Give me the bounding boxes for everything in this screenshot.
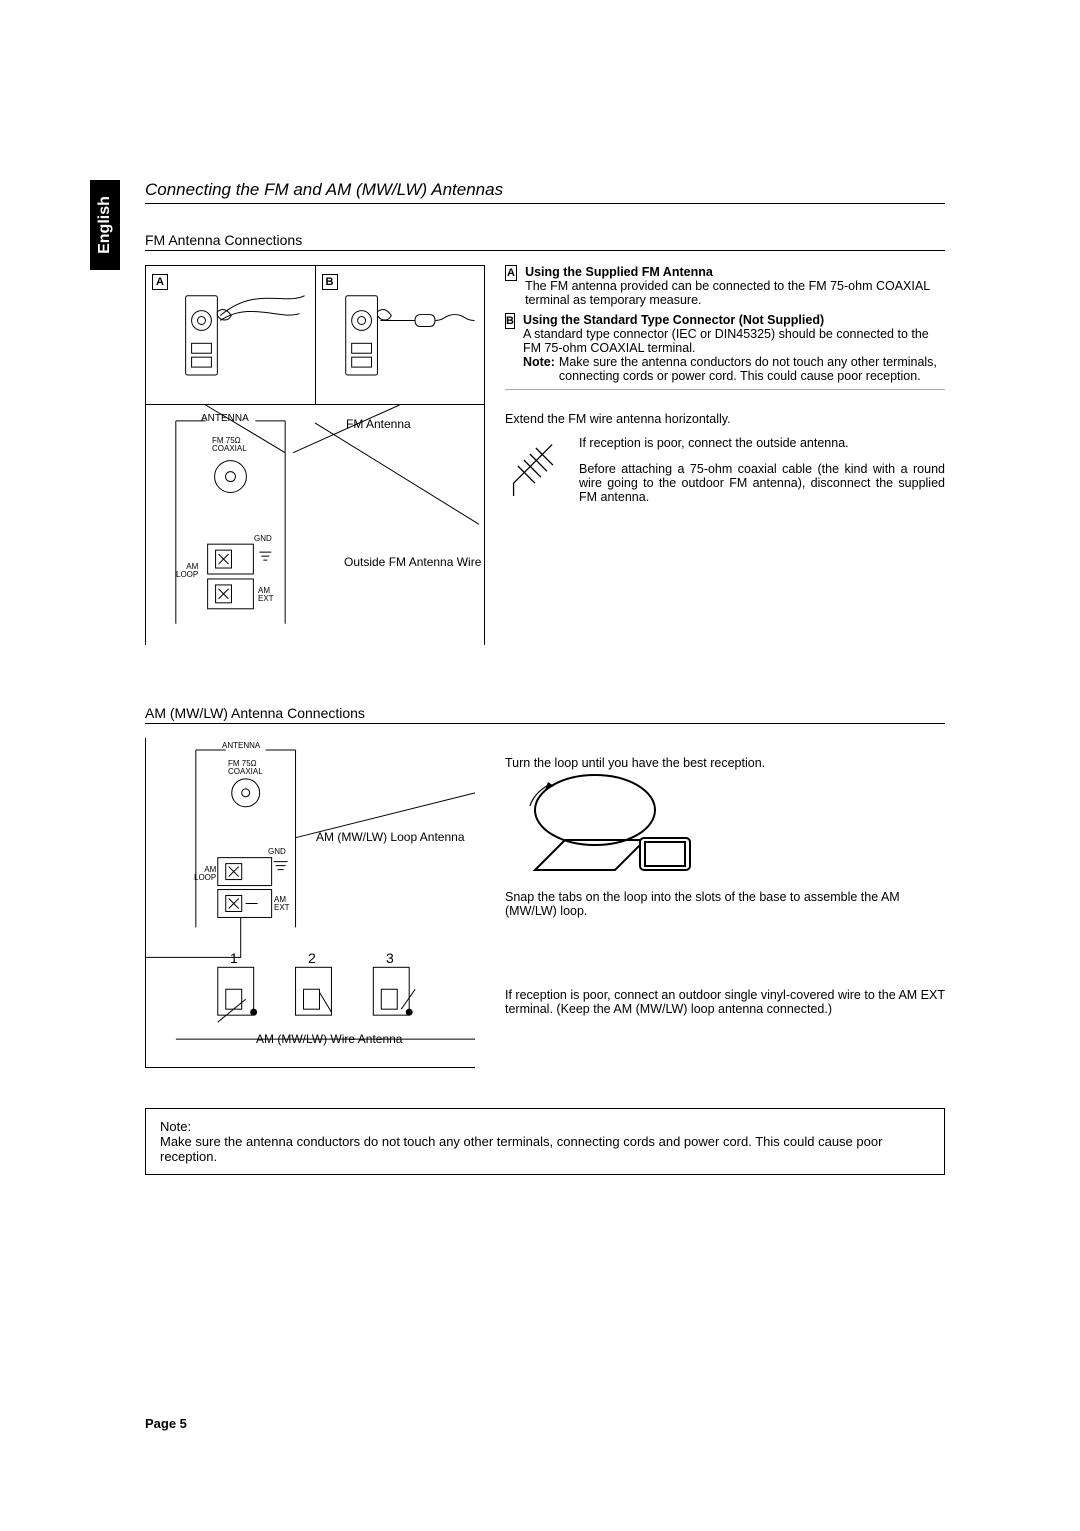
turn-text: Turn the loop until you have the best re… xyxy=(505,756,945,770)
text-a-label: A xyxy=(505,265,517,281)
note-label: Note: xyxy=(523,355,555,383)
fm-antenna-text: FM Antenna xyxy=(346,417,411,431)
loop-antenna-icon xyxy=(505,770,725,890)
extend-text: Extend the FM wire antenna horizontally. xyxy=(505,412,945,426)
sketch-a xyxy=(146,266,314,405)
page-number: Page 5 xyxy=(145,1416,187,1431)
am-coaxial: COAXIAL xyxy=(228,767,263,776)
am-wire-label: AM (MW/LW) Wire Antenna xyxy=(256,1032,402,1046)
b-text: A standard type connector (IEC or DIN453… xyxy=(523,327,945,355)
am-amloop: AM LOOP xyxy=(194,866,216,882)
step-2: 2 xyxy=(308,950,316,966)
am-gnd: GND xyxy=(268,848,286,856)
diagram-b-panel: B xyxy=(316,266,485,404)
a-text: The FM antenna provided can be connected… xyxy=(525,279,945,307)
gnd-label: GND xyxy=(254,535,272,543)
section-title: Connecting the FM and AM (MW/LW) Antenna… xyxy=(145,180,945,204)
antenna-group-label: ANTENNA xyxy=(201,413,249,424)
sketch-b xyxy=(316,266,484,405)
am-poor-text: If reception is poor, connect an outdoor… xyxy=(505,988,945,1016)
amext-label: AM EXT xyxy=(258,587,274,603)
am-text-column: Turn the loop until you have the best re… xyxy=(505,738,945,1068)
terminal-sketch xyxy=(146,405,484,644)
am-subtitle: AM (MW/LW) Antenna Connections xyxy=(145,705,945,724)
fm-subtitle: FM Antenna Connections xyxy=(145,232,945,251)
am-loop-label: AM (MW/LW) Loop Antenna xyxy=(316,830,465,844)
diagram-a-panel: A xyxy=(146,266,316,404)
note-text: Make sure the antenna conductors do not … xyxy=(559,355,945,383)
am-amext: AM EXT xyxy=(274,896,290,912)
step-3: 3 xyxy=(386,950,394,966)
outdoor-antenna-icon xyxy=(505,436,565,496)
language-label: English xyxy=(96,196,114,254)
fm-diagram: A xyxy=(145,265,485,645)
b-title: Using the Standard Type Connector (Not S… xyxy=(523,313,945,327)
am-sketch xyxy=(146,738,475,1067)
footer-note-box: Note: Make sure the antenna conductors d… xyxy=(145,1108,945,1175)
fm-text-column: A Using the Supplied FM Antenna The FM a… xyxy=(505,265,945,645)
poor-text: If reception is poor, connect the outsid… xyxy=(579,436,945,450)
footer-note-label: Note: xyxy=(160,1119,191,1134)
am-diagram: ANTENNA FM 75ΩCOAXIAL GND AM LOOP AM EXT… xyxy=(145,738,475,1068)
text-b-label: B xyxy=(505,313,515,329)
footer-note-text: Make sure the antenna conductors do not … xyxy=(160,1134,882,1164)
amloop-label: AM LOOP xyxy=(176,563,198,579)
divider xyxy=(505,389,945,390)
am-antenna-group: ANTENNA xyxy=(222,742,260,750)
a-title: Using the Supplied FM Antenna xyxy=(525,265,945,279)
terminal-panel: ANTENNA FM 75ΩCOAXIAL GND AM LOOP AM EXT… xyxy=(145,405,485,645)
language-tab: English xyxy=(90,180,120,270)
coax-text: Before attaching a 75-ohm coaxial cable … xyxy=(579,462,945,504)
coaxial-label: COAXIAL xyxy=(212,444,247,453)
snap-text: Snap the tabs on the loop into the slots… xyxy=(505,890,945,918)
outside-wire-text: Outside FM Antenna Wire xyxy=(344,555,481,569)
step-1: 1 xyxy=(230,950,238,966)
